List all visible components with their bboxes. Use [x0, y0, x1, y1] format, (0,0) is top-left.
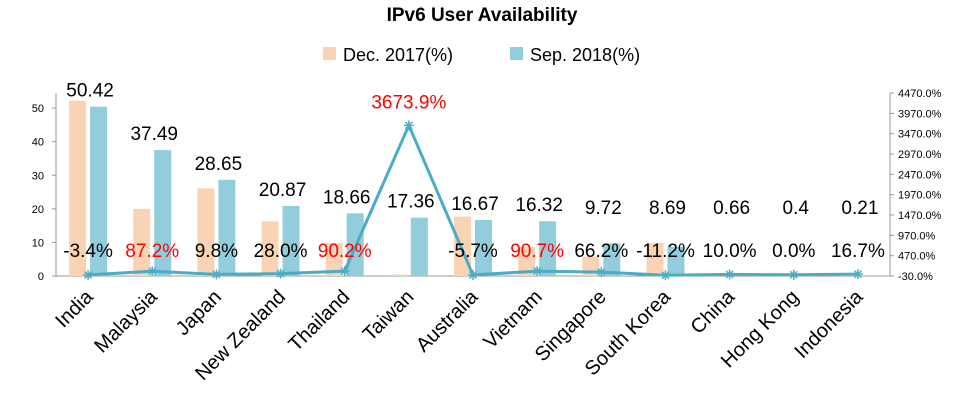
value-label-sep-2018-9: 8.69 — [649, 198, 686, 219]
right-tick-label: 1970.0% — [898, 190, 942, 202]
bar-dec-2017-7 — [518, 247, 536, 276]
category-label-0: India — [51, 285, 98, 332]
growth-label-3: 28.0% — [254, 241, 308, 262]
value-label-sep-2018-11: 0.4 — [783, 198, 810, 219]
chart-title: IPv6 User Availability — [387, 5, 578, 26]
value-label-sep-2018-3: 20.87 — [259, 180, 307, 201]
bar-dec-2017-3 — [261, 221, 279, 276]
bar-dec-2017-4 — [325, 243, 343, 276]
growth-label-4: 90.2% — [318, 241, 372, 262]
bar-sep-2018-6 — [475, 220, 492, 276]
growth-marker-0 — [83, 269, 94, 280]
bar-dec-2017-9 — [646, 243, 664, 276]
left-tick-label: 40 — [32, 137, 44, 149]
growth-marker-6 — [468, 270, 478, 281]
bar-dec-2017-0 — [69, 100, 87, 277]
growth-label-11: 0.0% — [772, 241, 815, 262]
bar-sep-2018-2 — [218, 179, 236, 276]
growth-label-5: 3673.9% — [371, 92, 446, 113]
bar-sep-2018-3 — [282, 205, 300, 276]
left-tick-label: 0 — [38, 271, 44, 283]
growth-marker-8 — [596, 267, 607, 278]
bar-sep-2018-9 — [667, 246, 685, 276]
growth-marker-7 — [532, 266, 543, 277]
category-label-7: Vietnam — [480, 286, 547, 353]
value-label-sep-2018-4: 18.66 — [323, 187, 371, 208]
growth-label-8: 66.2% — [574, 241, 628, 262]
growth-marker-2 — [211, 269, 222, 280]
value-label-sep-2018-10: 0.66 — [713, 198, 750, 219]
right-tick-label: 4470.0% — [898, 88, 942, 100]
value-label-sep-2018-2: 28.65 — [195, 154, 243, 175]
growth-marker-11 — [788, 269, 799, 280]
legend-label-dec-2017: Dec. 2017(%) — [343, 45, 453, 65]
value-label-sep-2018-6: 16.67 — [451, 194, 499, 215]
legend: Dec. 2017(%) Sep. 2018(%) — [323, 45, 640, 65]
bar-sep-2018-1 — [154, 150, 172, 276]
growth-marker-9 — [660, 270, 671, 281]
left-tick-label: 10 — [32, 237, 44, 249]
left-tick-label: 50 — [32, 103, 44, 115]
right-tick-label: 470.0% — [898, 251, 936, 263]
value-label-sep-2018-7: 16.32 — [515, 195, 563, 216]
right-tick-label: 2470.0% — [898, 169, 942, 181]
growth-label-12: 16.7% — [831, 241, 885, 262]
category-label-6: Australia — [412, 285, 483, 356]
growth-label-10: 10.0% — [703, 241, 757, 262]
growth-label-9: -11.2% — [636, 241, 695, 262]
left-tick-label: 30 — [32, 170, 44, 182]
category-label-4: Thailand — [284, 286, 354, 356]
right-tick-label: 3970.0% — [898, 108, 942, 120]
category-label-2: Japan — [172, 286, 226, 340]
bar-dec-2017-1 — [133, 208, 151, 276]
value-label-sep-2018-5: 17.36 — [387, 192, 435, 213]
right-tick-label: 970.0% — [898, 230, 936, 242]
bar-sep-2018-12 — [859, 275, 877, 276]
growth-label-0: -3.4% — [63, 241, 113, 262]
growth-label-2: 9.8% — [195, 241, 238, 262]
category-label-12: Indonesia — [791, 285, 869, 363]
growth-marker-12 — [852, 269, 863, 280]
category-label-10: China — [687, 285, 740, 338]
growth-marker-10 — [724, 269, 735, 280]
right-tick-label: 3470.0% — [898, 129, 942, 141]
value-label-sep-2018-1: 37.49 — [130, 124, 178, 145]
growth-marker-4 — [339, 266, 350, 277]
right-tick-label: 1470.0% — [898, 210, 942, 222]
category-label-5: Taiwan — [359, 286, 419, 346]
legend-swatch-sep-2018 — [510, 47, 523, 60]
left-tick-label: 20 — [32, 204, 44, 216]
bar-sep-2018-7 — [539, 221, 557, 276]
right-tick-label: 2970.0% — [898, 149, 942, 161]
bar-sep-2018-5 — [410, 217, 428, 276]
growth-marker-1 — [147, 266, 158, 277]
growth-label-6: -5.7% — [448, 241, 498, 262]
legend-swatch-dec-2017 — [323, 47, 336, 60]
growth-label-7: 90.7% — [510, 241, 564, 262]
category-label-1: Malaysia — [90, 285, 162, 357]
value-label-sep-2018-0: 50.42 — [66, 81, 114, 102]
value-label-sep-2018-12: 0.21 — [841, 198, 878, 219]
legend-label-sep-2018: Sep. 2018(%) — [530, 45, 640, 65]
growth-label-1: 87.2% — [125, 241, 179, 262]
growth-marker-5 — [403, 120, 414, 131]
bar-sep-2018-0 — [90, 106, 108, 276]
bar-sep-2018-8 — [603, 243, 621, 276]
growth-marker-3 — [275, 268, 286, 279]
value-label-sep-2018-8: 9.72 — [585, 198, 622, 219]
bar-dec-2017-5 — [389, 274, 407, 276]
right-tick-label: -30.0% — [898, 271, 933, 283]
bar-dec-2017-2 — [197, 188, 215, 276]
